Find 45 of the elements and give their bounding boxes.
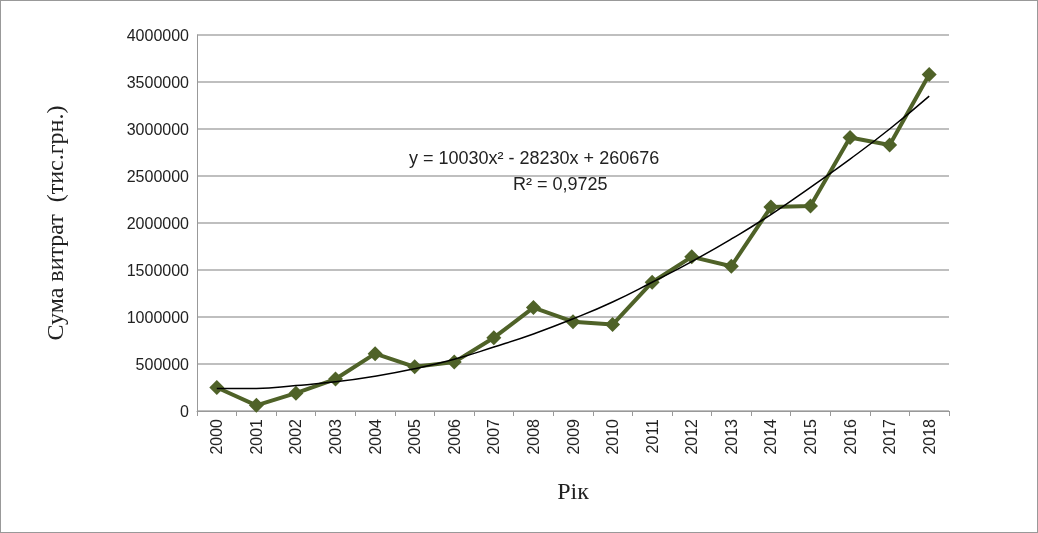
- x-tick-label: 2014: [762, 418, 780, 455]
- point: [525, 300, 541, 316]
- point: [802, 198, 818, 214]
- x-tick-label: 2003: [327, 418, 345, 455]
- x-tick-label: 2018: [920, 418, 938, 455]
- annotation: y = 10030x² - 28230x + 260676: [409, 148, 660, 168]
- y-tick-label: 3500000: [126, 73, 190, 91]
- point: [842, 129, 858, 145]
- point: [723, 258, 739, 274]
- x-tick-label: 2011: [643, 418, 661, 454]
- x-axis-title: Рік: [557, 478, 590, 504]
- point: [921, 66, 937, 82]
- y-tick-label: 3000000: [126, 120, 190, 138]
- x-tick-label: 2004: [366, 418, 384, 455]
- point: [882, 137, 898, 153]
- y-axis-title: Сума витрат (тис.грн.): [42, 105, 68, 341]
- y-tick-label: 1500000: [126, 261, 190, 279]
- x-tick-label: 2013: [722, 418, 740, 455]
- point: [486, 330, 502, 346]
- point: [605, 317, 621, 333]
- x-tick-label: 2016: [841, 418, 859, 455]
- x-tick-label: 2007: [485, 418, 503, 455]
- point: [288, 385, 304, 401]
- y-tick-label: 500000: [135, 355, 190, 373]
- x-tick-label: 2015: [801, 418, 819, 455]
- x-tick-label: 2005: [406, 418, 424, 455]
- x-tick-label: 2017: [881, 418, 899, 455]
- point: [763, 199, 779, 215]
- y-tick-label: 2500000: [126, 167, 190, 185]
- point: [209, 380, 225, 395]
- point: [248, 397, 264, 413]
- x-tick-label: 2010: [604, 418, 622, 455]
- x-tick-label: 2006: [445, 418, 463, 455]
- y-tick-label: 0: [180, 402, 190, 420]
- y-tick-label: 1000000: [126, 308, 190, 326]
- point: [367, 346, 383, 362]
- y-tick-label: 2000000: [126, 214, 190, 232]
- x-tick-label: 2012: [683, 418, 701, 455]
- x-tick-label: 2002: [287, 418, 305, 455]
- y-tick-label: 4000000: [126, 26, 190, 44]
- x-tick-label: 2001: [247, 418, 265, 455]
- x-tick-label: 2000: [208, 418, 226, 455]
- x-tick-label: 2008: [524, 418, 542, 455]
- x-tick-label: 2009: [564, 418, 582, 455]
- annotation: R² = 0,9725: [513, 174, 608, 194]
